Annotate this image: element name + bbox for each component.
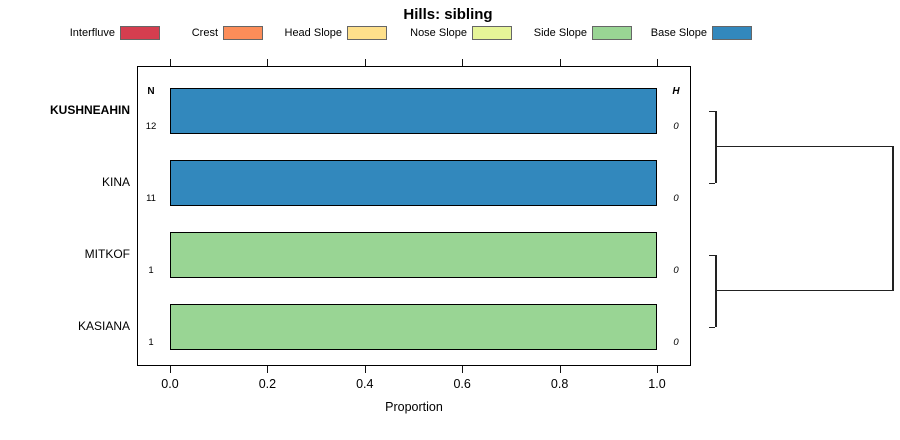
legend-swatch-crest bbox=[223, 26, 263, 40]
x-tick-bottom bbox=[657, 366, 658, 373]
x-tick-top bbox=[559, 59, 561, 66]
dendrogram-bracket-tick bbox=[709, 254, 715, 256]
x-tick-bottom bbox=[170, 366, 171, 373]
dendrogram-bracket-tick bbox=[709, 110, 715, 112]
dendrogram-bracket-tick bbox=[709, 326, 715, 328]
n-value: 1 bbox=[148, 336, 154, 348]
legend-swatch-head-slope bbox=[347, 26, 387, 40]
legend-item-nose-slope: Nose Slope bbox=[410, 26, 512, 40]
legend-label: Base Slope bbox=[650, 27, 707, 39]
h-value: 0 bbox=[673, 336, 679, 348]
bar-kasiana bbox=[170, 303, 657, 350]
legend-item-base-slope: Base Slope bbox=[651, 26, 752, 40]
legend-label: Head Slope bbox=[284, 27, 343, 39]
row-label-kasiana: KASIANA bbox=[77, 318, 130, 333]
x-tick-top bbox=[462, 59, 464, 66]
legend-item-side-slope: Side Slope bbox=[534, 26, 632, 40]
bar-kushneahin bbox=[170, 87, 657, 134]
legend-swatch-base-slope bbox=[712, 26, 752, 40]
h-value: 0 bbox=[673, 192, 679, 204]
x-tick-bottom bbox=[267, 366, 269, 373]
x-tick-label: 0.0 bbox=[161, 377, 179, 391]
legend-item-crest: Crest bbox=[192, 26, 263, 40]
dendrogram-connector-line bbox=[715, 145, 892, 148]
legend-label: Crest bbox=[191, 27, 218, 39]
x-tick-label: 0.2 bbox=[258, 377, 277, 391]
legend-swatch-interfluve bbox=[120, 26, 160, 40]
x-tick-label: 1.0 bbox=[648, 377, 666, 391]
legend-swatch-side-slope bbox=[592, 26, 632, 40]
x-tick-label: 0.6 bbox=[453, 377, 471, 391]
row-label-kushneahin: KUSHNEAHIN bbox=[49, 102, 130, 117]
h-value: 0 bbox=[673, 120, 679, 132]
x-tick-label: 0.4 bbox=[356, 377, 374, 391]
n-column-header: N bbox=[147, 86, 155, 97]
legend-label: Side Slope bbox=[533, 27, 587, 39]
chart-title: Hills: sibling bbox=[403, 6, 493, 23]
dendrogram-connector-line bbox=[715, 289, 892, 292]
legend-item-head-slope: Head Slope bbox=[284, 26, 387, 40]
n-value: 11 bbox=[146, 192, 156, 204]
x-tick-top bbox=[657, 59, 658, 66]
x-axis-title: Proportion bbox=[385, 400, 443, 414]
legend-label: Nose Slope bbox=[410, 27, 467, 39]
legend-item-interfluve: Interfluve bbox=[70, 26, 160, 40]
legend-swatch-nose-slope bbox=[472, 26, 512, 40]
bar-mitkof bbox=[170, 231, 657, 278]
x-tick-top bbox=[170, 59, 171, 66]
row-label-mitkof: MITKOF bbox=[84, 246, 130, 261]
dendrogram-bracket-tick bbox=[709, 182, 715, 184]
h-column-header: H bbox=[672, 86, 680, 97]
row-label-kina: KINA bbox=[101, 174, 130, 189]
x-tick-top bbox=[267, 59, 269, 66]
x-tick-label: 0.8 bbox=[550, 377, 569, 391]
x-tick-bottom bbox=[462, 366, 464, 373]
x-tick-top bbox=[364, 59, 366, 66]
dendrogram-root-line bbox=[892, 145, 894, 292]
n-value: 1 bbox=[148, 264, 154, 276]
n-value: 12 bbox=[145, 120, 157, 132]
h-value: 0 bbox=[673, 264, 679, 276]
bar-kina bbox=[170, 159, 657, 206]
x-tick-bottom bbox=[364, 366, 366, 373]
legend-label: Interfluve bbox=[69, 27, 115, 39]
x-tick-bottom bbox=[559, 366, 561, 373]
